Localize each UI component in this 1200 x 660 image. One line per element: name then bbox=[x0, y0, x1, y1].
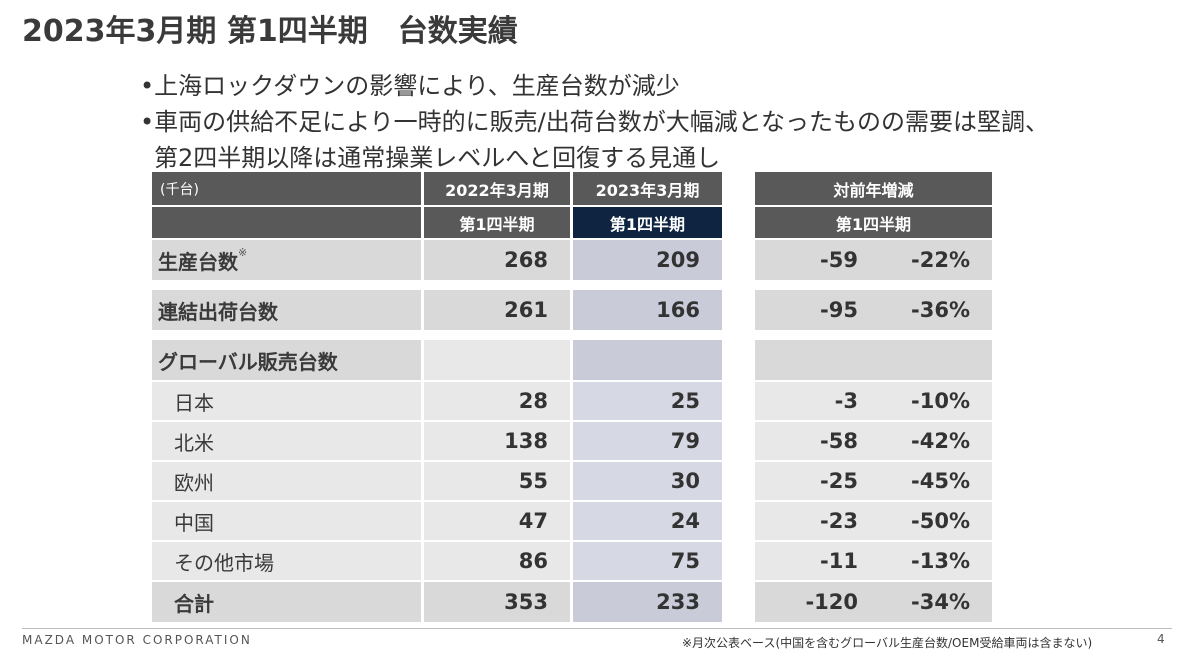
yoy-diff: -11 bbox=[820, 549, 858, 573]
row-label-total: 合計 bbox=[152, 582, 421, 622]
page-title: 2023年3月期 第1四半期 台数実績 bbox=[22, 6, 518, 50]
yoy-pct: -34% bbox=[911, 590, 970, 614]
yoy-pct: -10% bbox=[911, 389, 970, 413]
title-subject: 台数実績 bbox=[397, 14, 518, 49]
bullet-item: •車両の供給不足により一時的に販売/出荷台数が大幅減となったものの需要は堅調、 bbox=[140, 108, 1050, 136]
cell-prev-global-sales bbox=[424, 340, 570, 380]
cell-yoy-europe: -25 -45% bbox=[755, 462, 992, 500]
row-label-shipments: 連結出荷台数 bbox=[152, 290, 421, 330]
yoy-diff: -58 bbox=[820, 429, 858, 453]
cell-prev-china: 47 bbox=[424, 502, 570, 540]
row-label-production: 生産台数 ※ bbox=[152, 240, 421, 280]
sub-header-curr-q1: 第1四半期 bbox=[573, 207, 722, 238]
row-label-europe: 欧州 bbox=[152, 462, 421, 500]
cell-curr-shipments: 166 bbox=[573, 290, 722, 330]
yoy-pct: -45% bbox=[911, 469, 970, 493]
bullet-continuation: 第2四半期以降は通常操業レベルへと回復する見通し bbox=[154, 144, 721, 172]
bullet-item: •上海ロックダウンの影響により、生産台数が減少 bbox=[140, 72, 680, 100]
col-header-curr-year: 2023年3月期 bbox=[573, 172, 722, 205]
footer-divider bbox=[22, 628, 1172, 629]
page-number: 4 bbox=[1157, 632, 1165, 646]
yoy-pct: -50% bbox=[911, 509, 970, 533]
yoy-diff: -3 bbox=[834, 389, 858, 413]
cell-prev-other-markets: 86 bbox=[424, 542, 570, 580]
yoy-pct: -22% bbox=[911, 248, 970, 272]
col-header-yoy: 対前年増減 bbox=[755, 172, 992, 205]
cell-curr-japan: 25 bbox=[573, 382, 722, 420]
cell-yoy-china: -23 -50% bbox=[755, 502, 992, 540]
sub-header-yoy-q1: 第1四半期 bbox=[755, 207, 992, 238]
footnote-mark: ※ bbox=[238, 246, 248, 259]
cell-yoy-total: -120 -34% bbox=[755, 582, 992, 622]
cell-yoy-north-america: -58 -42% bbox=[755, 422, 992, 460]
cell-prev-production: 268 bbox=[424, 240, 570, 280]
row-label-global-sales: グローバル販売台数 bbox=[152, 340, 421, 380]
row-label-china: 中国 bbox=[152, 502, 421, 540]
col-header-prev-year: 2022年3月期 bbox=[424, 172, 570, 205]
cell-curr-other-markets: 75 bbox=[573, 542, 722, 580]
cell-prev-north-america: 138 bbox=[424, 422, 570, 460]
row-label-japan: 日本 bbox=[152, 382, 421, 420]
cell-curr-global-sales bbox=[573, 340, 722, 380]
cell-curr-production: 209 bbox=[573, 240, 722, 280]
cell-prev-total: 353 bbox=[424, 582, 570, 622]
cell-curr-europe: 30 bbox=[573, 462, 722, 500]
unit-label: (千台) bbox=[152, 172, 421, 205]
sub-header-blank bbox=[152, 207, 421, 238]
row-label-north-america: 北米 bbox=[152, 422, 421, 460]
cell-curr-china: 24 bbox=[573, 502, 722, 540]
cell-yoy-production: -59 -22% bbox=[755, 240, 992, 280]
cell-yoy-shipments: -95 -36% bbox=[755, 290, 992, 330]
bullet-list: •上海ロックダウンの影響により、生産台数が減少 •車両の供給不足により一時的に販… bbox=[140, 68, 1049, 176]
cell-curr-north-america: 79 bbox=[573, 422, 722, 460]
yoy-diff: -23 bbox=[820, 509, 858, 533]
yoy-diff: -25 bbox=[820, 469, 858, 493]
yoy-diff: -120 bbox=[805, 590, 858, 614]
cell-prev-europe: 55 bbox=[424, 462, 570, 500]
yoy-pct: -36% bbox=[911, 298, 970, 322]
cell-yoy-global-sales bbox=[755, 340, 992, 380]
cell-curr-total: 233 bbox=[573, 582, 722, 622]
row-label-other-markets: その他市場 bbox=[152, 542, 421, 580]
cell-prev-japan: 28 bbox=[424, 382, 570, 420]
yoy-diff: -59 bbox=[820, 248, 858, 272]
cell-yoy-japan: -3 -10% bbox=[755, 382, 992, 420]
title-period: 2023年3月期 第1四半期 bbox=[22, 14, 368, 49]
yoy-pct: -13% bbox=[911, 549, 970, 573]
yoy-pct: -42% bbox=[911, 429, 970, 453]
corporate-name: MAZDA MOTOR CORPORATION bbox=[22, 633, 252, 647]
cell-prev-shipments: 261 bbox=[424, 290, 570, 330]
yoy-diff: -95 bbox=[820, 298, 858, 322]
cell-yoy-other-markets: -11 -13% bbox=[755, 542, 992, 580]
footnote: ※月次公表ベース(中国を含むグローバル生産台数/OEM受給車両は含まない) bbox=[682, 636, 1093, 650]
sub-header-prev-q1: 第1四半期 bbox=[424, 207, 570, 238]
